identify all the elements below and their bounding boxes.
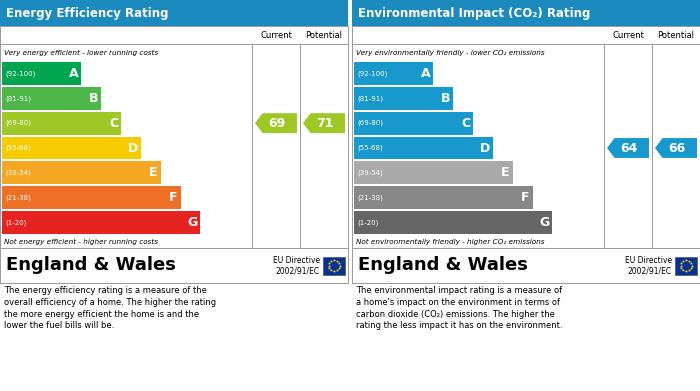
Text: Current: Current	[260, 30, 292, 39]
Text: 71: 71	[316, 117, 334, 130]
Text: C: C	[461, 117, 470, 130]
Bar	[352, 26, 700, 248]
Text: (81-91): (81-91)	[5, 95, 31, 102]
Bar	[2, 211, 200, 234]
Bar	[323, 256, 345, 274]
Text: 64: 64	[620, 142, 638, 154]
Bar	[352, 0, 700, 26]
Bar	[2, 87, 101, 110]
Text: (55-68): (55-68)	[5, 145, 31, 151]
Text: EU Directive
2002/91/EC: EU Directive 2002/91/EC	[273, 256, 320, 275]
Bar	[354, 112, 473, 135]
Polygon shape	[255, 113, 297, 133]
Text: E: E	[149, 166, 158, 179]
Text: Energy Efficiency Rating: Energy Efficiency Rating	[6, 7, 169, 20]
Text: (39-54): (39-54)	[357, 170, 383, 176]
Text: (92-100): (92-100)	[357, 70, 387, 77]
Text: (69-80): (69-80)	[357, 120, 383, 126]
Bar	[354, 62, 433, 85]
Text: Current: Current	[612, 30, 644, 39]
Text: A: A	[421, 67, 430, 80]
Bar	[0, 248, 348, 283]
Text: England & Wales: England & Wales	[358, 256, 528, 274]
Text: F: F	[521, 191, 530, 204]
Bar	[354, 161, 512, 184]
Bar	[2, 186, 181, 209]
Bar	[675, 256, 697, 274]
Text: Not environmentally friendly - higher CO₂ emissions: Not environmentally friendly - higher CO…	[356, 239, 545, 245]
Text: Not energy efficient - higher running costs: Not energy efficient - higher running co…	[4, 239, 158, 245]
Text: Potential: Potential	[657, 30, 694, 39]
Text: Very energy efficient - lower running costs: Very energy efficient - lower running co…	[4, 50, 158, 56]
Bar	[0, 26, 348, 248]
Text: C: C	[109, 117, 118, 130]
Bar	[2, 161, 161, 184]
Text: (55-68): (55-68)	[357, 145, 383, 151]
Text: Very environmentally friendly - lower CO₂ emissions: Very environmentally friendly - lower CO…	[356, 50, 545, 56]
Text: B: B	[89, 92, 98, 105]
Bar	[2, 112, 121, 135]
Text: England & Wales: England & Wales	[6, 256, 176, 274]
Text: (1-20): (1-20)	[5, 219, 27, 226]
Text: (1-20): (1-20)	[357, 219, 379, 226]
Bar	[2, 136, 141, 160]
Text: Potential: Potential	[305, 30, 342, 39]
Text: EU Directive
2002/91/EC: EU Directive 2002/91/EC	[625, 256, 672, 275]
Text: E: E	[501, 166, 510, 179]
Text: The environmental impact rating is a measure of
a home's impact on the environme: The environmental impact rating is a mea…	[356, 286, 563, 330]
Text: 66: 66	[668, 142, 686, 154]
Bar	[352, 248, 700, 283]
Text: (69-80): (69-80)	[5, 120, 31, 126]
Text: 69: 69	[269, 117, 286, 130]
Bar	[354, 186, 533, 209]
Bar	[354, 136, 493, 160]
Text: D: D	[480, 142, 490, 154]
Polygon shape	[303, 113, 345, 133]
Text: (21-38): (21-38)	[357, 194, 383, 201]
Bar	[0, 0, 348, 26]
Polygon shape	[607, 138, 649, 158]
Text: F: F	[169, 191, 178, 204]
Bar	[2, 62, 81, 85]
Text: B: B	[441, 92, 450, 105]
Bar	[354, 211, 552, 234]
Text: G: G	[187, 216, 197, 229]
Bar	[354, 87, 453, 110]
Text: The energy efficiency rating is a measure of the
overall efficiency of a home. T: The energy efficiency rating is a measur…	[4, 286, 216, 330]
Polygon shape	[655, 138, 697, 158]
Text: (92-100): (92-100)	[5, 70, 36, 77]
Text: (81-91): (81-91)	[357, 95, 383, 102]
Text: (21-38): (21-38)	[5, 194, 31, 201]
Text: A: A	[69, 67, 78, 80]
Text: D: D	[127, 142, 138, 154]
Text: Environmental Impact (CO₂) Rating: Environmental Impact (CO₂) Rating	[358, 7, 590, 20]
Text: G: G	[539, 216, 550, 229]
Text: (39-54): (39-54)	[5, 170, 31, 176]
